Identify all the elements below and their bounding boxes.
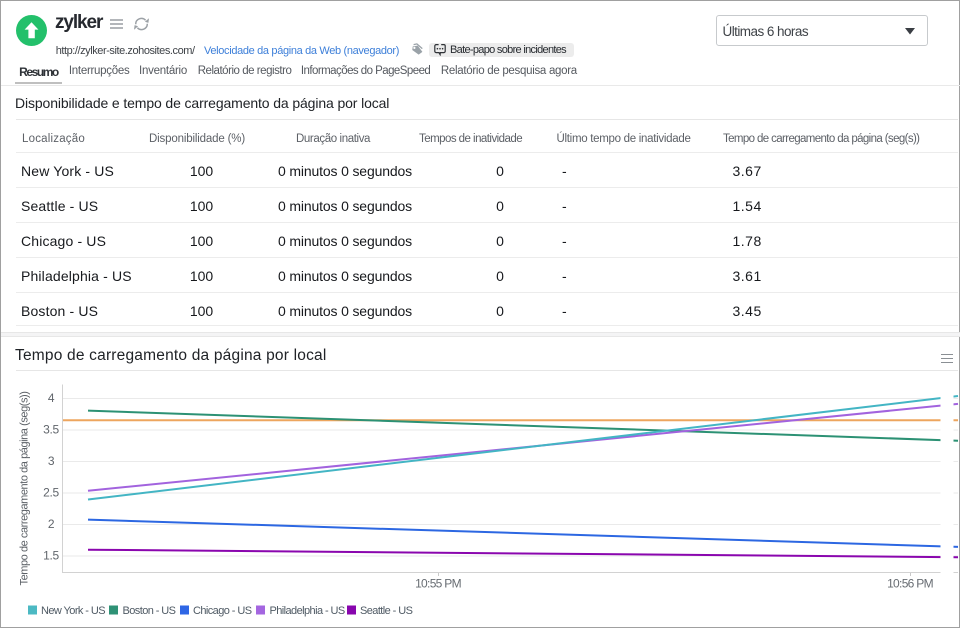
- svg-text:2: 2: [48, 517, 55, 531]
- svg-text:2.5: 2.5: [43, 486, 59, 500]
- svg-text:New York - US: New York - US: [41, 605, 105, 617]
- svg-text:10:55 PM: 10:55 PM: [415, 577, 462, 591]
- svg-text:10:56 PM: 10:56 PM: [887, 577, 934, 591]
- svg-text:1.5: 1.5: [43, 549, 59, 563]
- svg-text:3.5: 3.5: [43, 423, 59, 437]
- svg-text:Tempo de carregamento da págin: Tempo de carregamento da página (seg(s)): [19, 392, 31, 586]
- svg-text:Chicago - US: Chicago - US: [193, 605, 252, 617]
- svg-text:3: 3: [48, 454, 55, 468]
- svg-text:4: 4: [48, 391, 55, 405]
- svg-text:Boston - US: Boston - US: [123, 605, 176, 617]
- svg-text:Philadelphia - US: Philadelphia - US: [270, 605, 345, 617]
- svg-text:Seattle - US: Seattle - US: [360, 605, 413, 617]
